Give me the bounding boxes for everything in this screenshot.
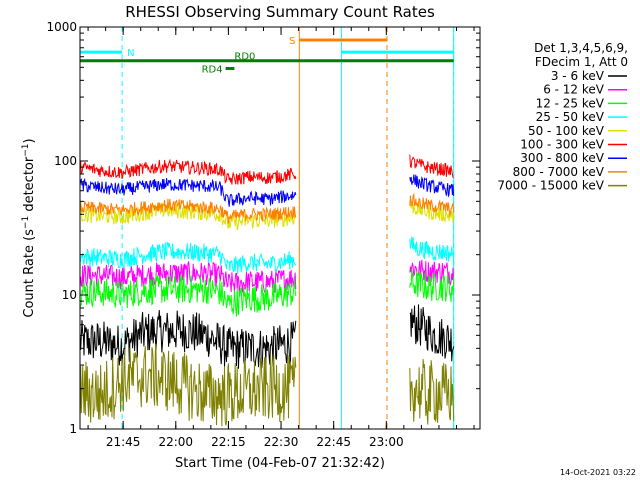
legend-title-1: Det 1,3,4,5,6,9,	[534, 41, 628, 55]
series-line-4-1	[409, 200, 455, 224]
label-rd4: RD4	[202, 65, 223, 76]
legend-title-2: FDecim 1, Att 0	[535, 55, 628, 69]
y-axis-label-sup1: −1	[21, 216, 31, 229]
series-line-2-1	[409, 269, 455, 303]
x-tick-label: 21:45	[106, 435, 141, 449]
y-axis-label-mid: detector	[22, 156, 37, 216]
legend-label: 7000 - 15000 keV	[497, 179, 604, 193]
y-tick-label: 1000	[46, 20, 77, 34]
y-tick-label: 100	[54, 154, 77, 168]
series-line-6-1	[409, 174, 455, 198]
series-line-8-0	[80, 343, 297, 427]
legend-label: 300 - 800 keV	[520, 151, 604, 165]
y-axis-label: Count Rate (s−1 detector−1)	[21, 138, 37, 317]
series-line-5-1	[409, 154, 455, 179]
label-s: S	[289, 36, 295, 47]
series-line-3-0	[80, 241, 297, 275]
legend-label: 3 - 6 keV	[551, 69, 605, 83]
legend-label: 800 - 7000 keV	[513, 165, 605, 179]
series-line-0-1	[409, 304, 455, 362]
series-line-6-0	[80, 177, 297, 207]
x-axis-label: Start Time (04-Feb-07 21:32:42)	[175, 456, 385, 471]
legend-label: 25 - 50 keV	[536, 110, 605, 124]
plot-frame	[79, 26, 481, 430]
series-line-7-1	[409, 192, 455, 217]
legend-label: 50 - 100 keV	[528, 124, 605, 138]
series-line-0-0	[80, 310, 297, 369]
legend: Det 1,3,4,5,6,9, FDecim 1, Att 0 3 - 6 k…	[497, 41, 628, 193]
label-n: N	[127, 48, 134, 59]
chart-title: RHESSI Observing Summary Count Rates	[125, 3, 435, 21]
series-line-2-0	[80, 274, 297, 317]
series-line-7-0	[80, 198, 297, 224]
y-tick-label: 1	[69, 422, 77, 436]
y-tick-label: 10	[62, 288, 77, 302]
series-line-8-1	[409, 358, 455, 425]
y-axis-label-main: Count Rate (s	[22, 229, 37, 318]
series-line-5-0	[80, 158, 297, 185]
x-tick-label: 22:00	[158, 435, 193, 449]
y-axis-label-sup2: −1	[21, 143, 31, 156]
legend-label: 12 - 25 keV	[536, 96, 605, 110]
legend-label: 6 - 12 keV	[543, 83, 605, 97]
y-axis-label-end: )	[22, 138, 37, 143]
x-tick-label: 23:00	[369, 435, 404, 449]
legend-label: 100 - 300 keV	[520, 138, 604, 152]
series-line-1-0	[80, 261, 297, 294]
label-rd0: RD0	[234, 52, 255, 63]
x-tick-label: 22:45	[316, 435, 351, 449]
x-tick-label: 22:30	[264, 435, 299, 449]
series-line-3-1	[409, 236, 455, 264]
x-tick-label: 22:15	[211, 435, 246, 449]
date-stamp: 14-Oct-2021 03:22	[560, 468, 636, 477]
